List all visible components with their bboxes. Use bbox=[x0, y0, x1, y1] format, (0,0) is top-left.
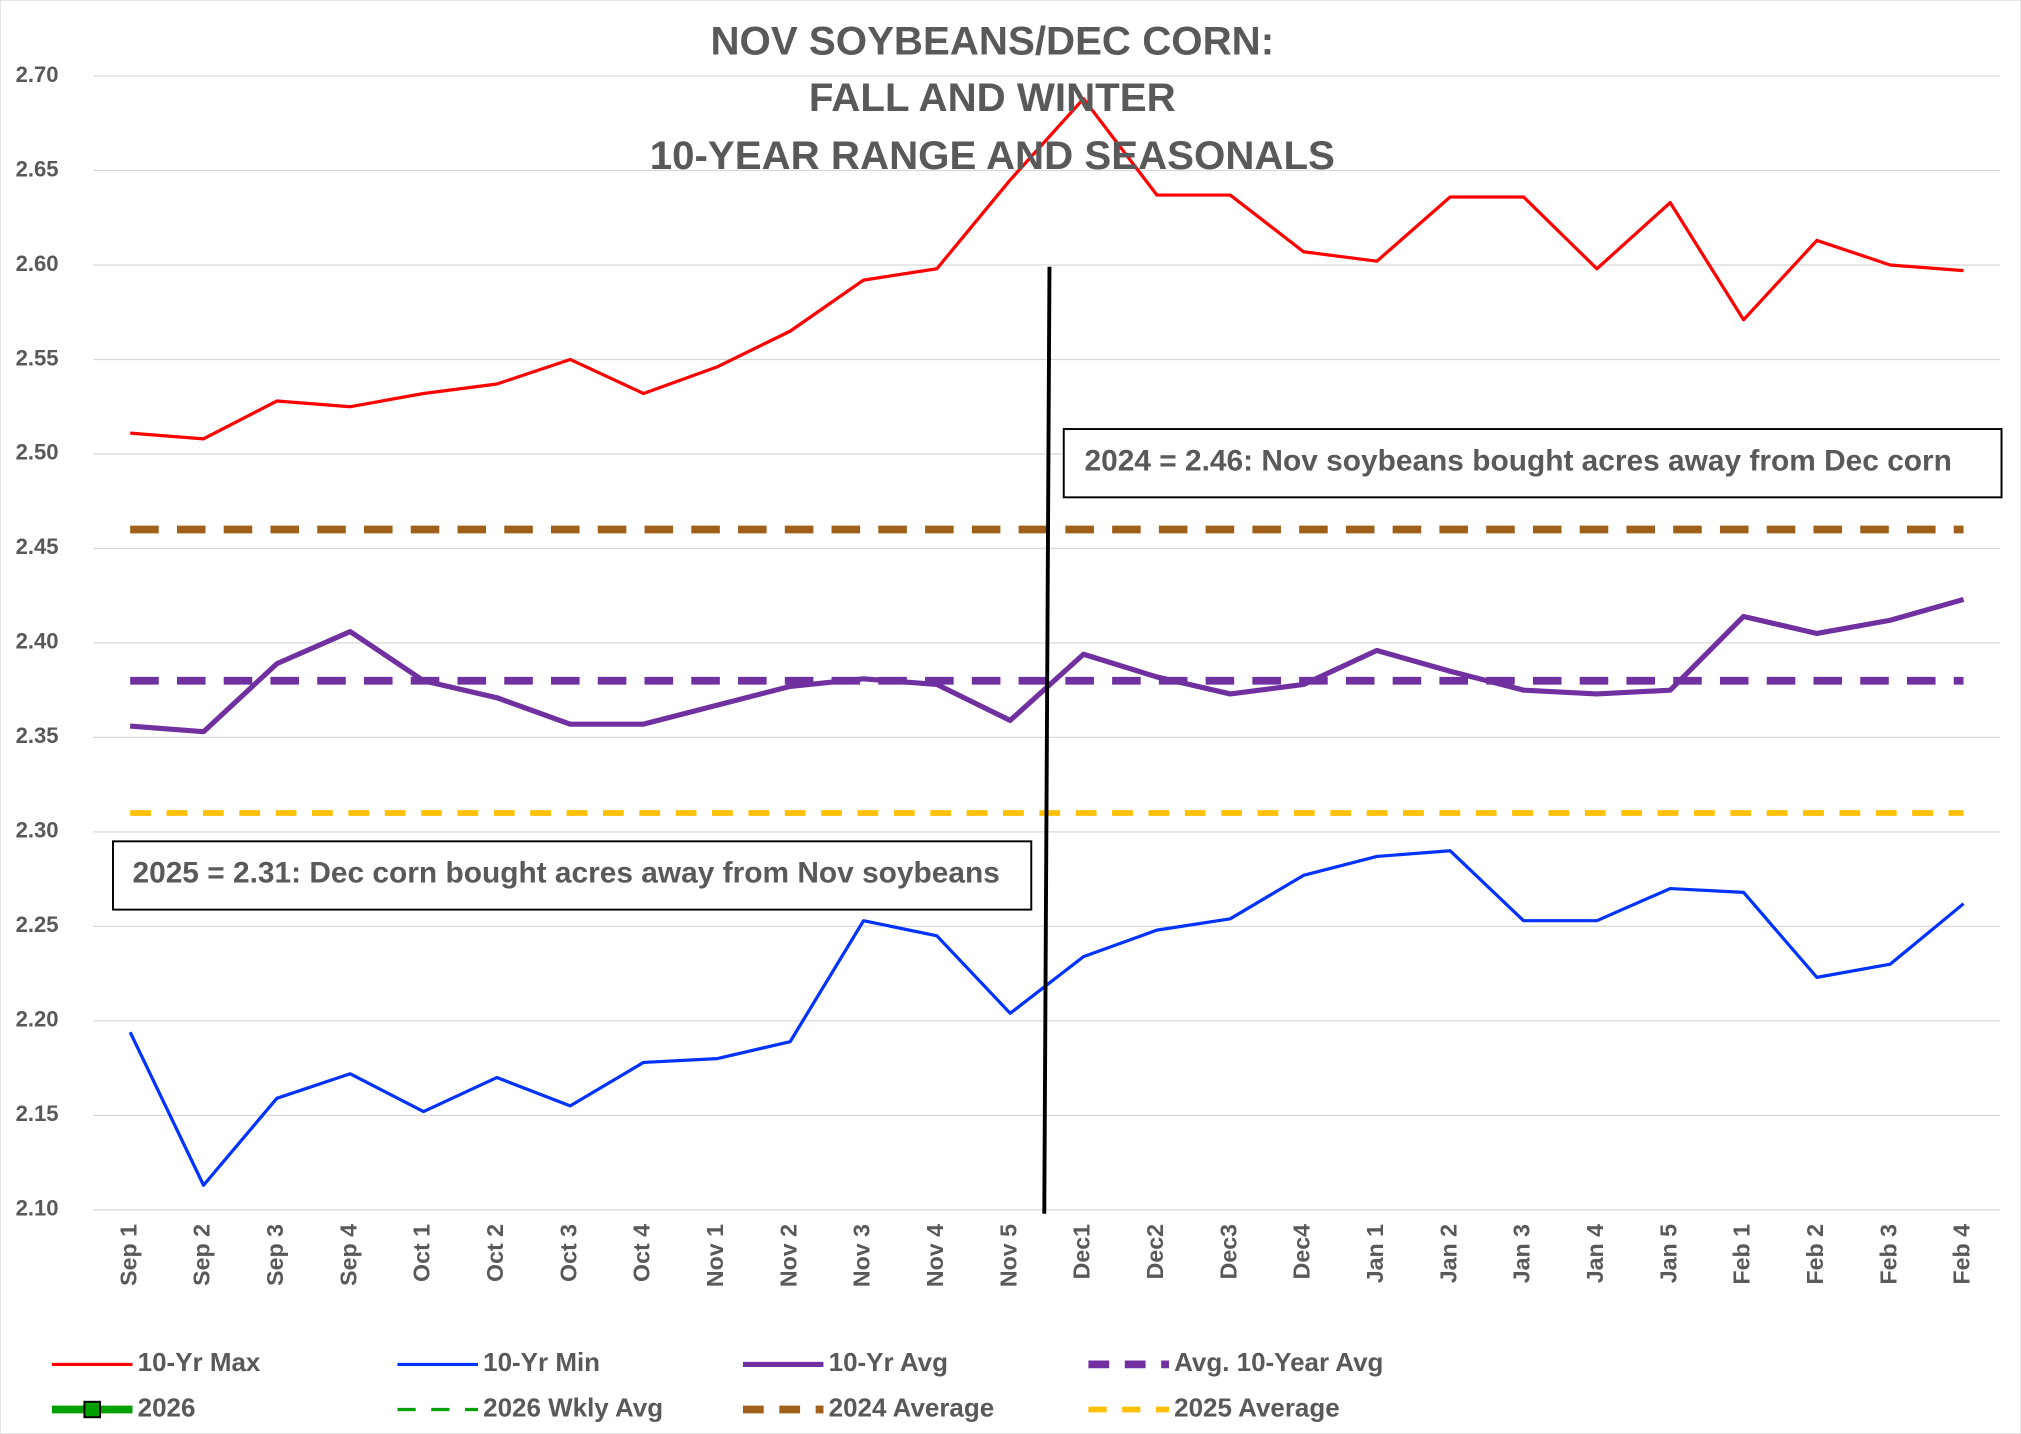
annotation: 2025 = 2.31: Dec corn bought acres away … bbox=[132, 857, 999, 890]
y-tick-label: 2.70 bbox=[16, 62, 59, 87]
legend-marker bbox=[83, 1400, 101, 1419]
x-tick-label: Nov 2 bbox=[775, 1224, 801, 1287]
x-tick-label: Nov 5 bbox=[995, 1224, 1021, 1287]
x-tick-label: Jan 5 bbox=[1655, 1224, 1681, 1283]
x-tick-label: Dec3 bbox=[1215, 1224, 1241, 1279]
x-tick-label: Sep 3 bbox=[262, 1224, 288, 1286]
legend-label: 2026 bbox=[138, 1394, 196, 1422]
x-tick-label: Sep 2 bbox=[189, 1224, 215, 1286]
series-line bbox=[130, 97, 1964, 441]
x-tick-label: Oct 4 bbox=[629, 1224, 655, 1282]
x-tick-label: Sep 1 bbox=[115, 1224, 141, 1286]
legend-label: 2026 Wkly Avg bbox=[483, 1394, 663, 1422]
x-tick-label: Jan 1 bbox=[1362, 1224, 1388, 1283]
divider-line bbox=[1042, 266, 1052, 1214]
chart-title: FALL AND WINTER bbox=[809, 76, 1176, 120]
x-tick-label: Sep 4 bbox=[335, 1224, 361, 1286]
y-tick-label: 2.55 bbox=[16, 345, 59, 370]
y-tick-label: 2.45 bbox=[16, 534, 59, 559]
annotation-box bbox=[112, 840, 1033, 911]
x-tick-label: Dec1 bbox=[1069, 1224, 1095, 1279]
y-tick-label: 2.30 bbox=[16, 818, 59, 843]
legend-label: 2024 Average bbox=[829, 1394, 995, 1422]
x-tick-label: Jan 2 bbox=[1435, 1224, 1461, 1283]
x-tick-label: Dec4 bbox=[1289, 1224, 1315, 1279]
y-tick-label: 2.65 bbox=[16, 156, 59, 181]
x-tick-label: Jan 4 bbox=[1582, 1224, 1608, 1283]
x-tick-label: Feb 1 bbox=[1729, 1224, 1755, 1285]
chart-title: NOV SOYBEANS/DEC CORN: bbox=[710, 19, 1274, 63]
x-tick-label: Dec2 bbox=[1142, 1224, 1168, 1279]
chart-title: 10-YEAR RANGE AND SEASONALS bbox=[650, 134, 1335, 178]
y-tick-label: 2.50 bbox=[16, 440, 59, 465]
x-tick-label: Jan 3 bbox=[1509, 1224, 1535, 1283]
legend-label: 10-Yr Max bbox=[138, 1349, 261, 1377]
x-tick-label: Feb 4 bbox=[1949, 1224, 1975, 1285]
x-tick-label: Nov 4 bbox=[922, 1224, 948, 1287]
annotation-box bbox=[1062, 428, 2003, 499]
y-tick-label: 2.15 bbox=[16, 1101, 59, 1126]
x-tick-label: Nov 1 bbox=[702, 1224, 728, 1287]
y-tick-label: 2.35 bbox=[16, 723, 59, 748]
legend-label: Avg. 10-Year Avg bbox=[1174, 1349, 1383, 1377]
y-tick-label: 2.20 bbox=[16, 1007, 59, 1032]
y-tick-label: 2.40 bbox=[16, 629, 59, 654]
y-tick-label: 2.60 bbox=[16, 251, 59, 276]
x-tick-label: Oct 1 bbox=[409, 1224, 435, 1282]
y-tick-label: 2.10 bbox=[16, 1196, 59, 1221]
x-tick-label: Oct 2 bbox=[482, 1224, 508, 1282]
annotation: 2024 = 2.46: Nov soybeans bought acres a… bbox=[1085, 444, 1952, 477]
x-tick-label: Oct 3 bbox=[555, 1224, 581, 1282]
y-tick-label: 2.25 bbox=[16, 912, 59, 937]
legend-label: 2025 Average bbox=[1174, 1394, 1340, 1422]
legend: 10-Yr Max 10-Yr Min 10-Yr Avg Avg. 10-Year … bbox=[51, 1349, 1383, 1422]
x-tick-label: Feb 3 bbox=[1875, 1224, 1901, 1285]
legend-label: 10-Yr Avg bbox=[829, 1349, 948, 1377]
legend-label: 10-Yr Min bbox=[483, 1349, 600, 1377]
x-tick-label: Feb 2 bbox=[1802, 1224, 1828, 1285]
x-tick-label: Nov 3 bbox=[849, 1224, 875, 1287]
